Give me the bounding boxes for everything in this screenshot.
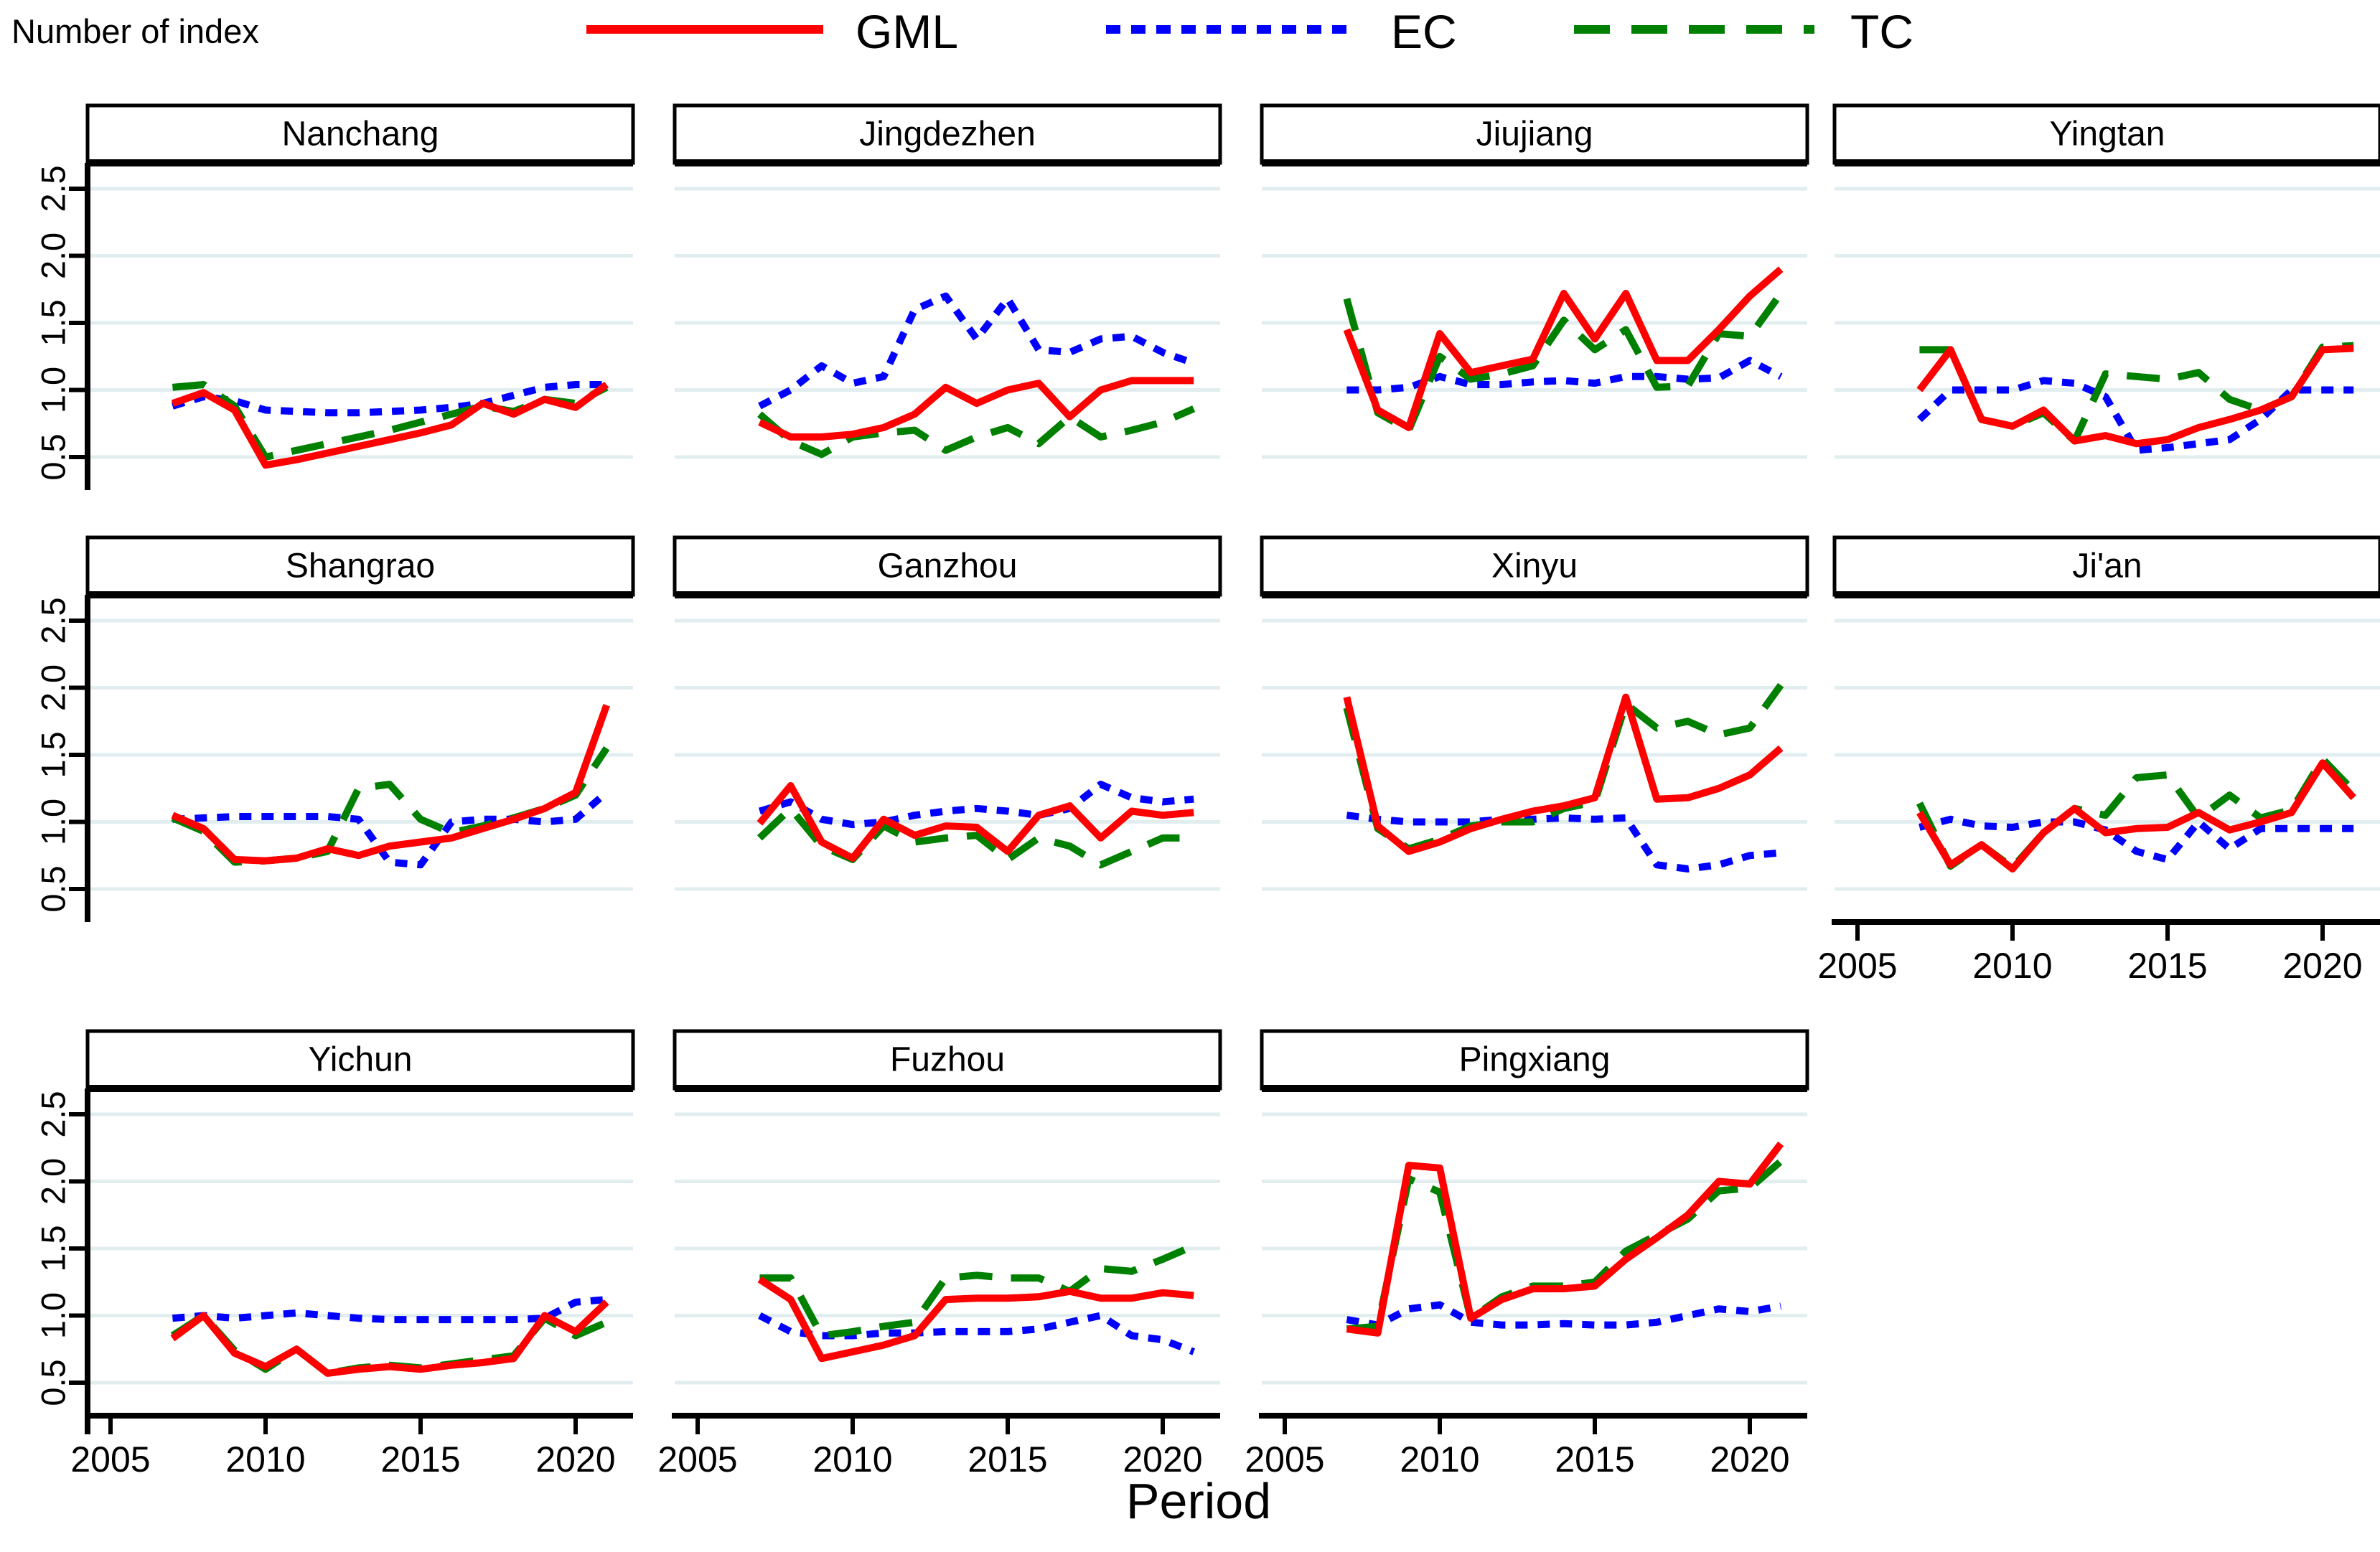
panel-fuzhou: 2005 2010 2015 2020 Fuzhou	[657, 1029, 1222, 1480]
legend-item-ec: EC	[1391, 5, 1457, 58]
x-tick-label: 2015	[968, 1439, 1047, 1480]
gml-line	[1346, 1142, 1784, 1337]
x-tick-label: 2020	[535, 1439, 615, 1480]
x-tick-label: 2015	[2127, 946, 2207, 986]
x-tick-label: 2020	[1123, 1439, 1202, 1480]
panel-shangrao: 0.5 1.0 1.5 2.0 2.5 Shangrao	[34, 535, 635, 922]
ec-line	[758, 1312, 1196, 1355]
legend-tc-line-icon	[1574, 25, 1814, 34]
y-tick-label: 1.0	[34, 1292, 72, 1339]
y-tick-label: 0.5	[34, 1359, 72, 1406]
panel-title: Shangrao	[286, 547, 435, 585]
ec-line	[1346, 1301, 1782, 1329]
panel-title-box	[1832, 535, 2380, 597]
panel-nanchang: 0.5 1.0 1.5 2.0 2.5 Nanchang	[34, 103, 635, 490]
gml-line	[170, 1299, 609, 1377]
y-tick-label: 1.0	[34, 367, 72, 413]
panel-title-box	[1260, 103, 1809, 165]
y-tick-label: 2.0	[34, 232, 72, 279]
panel-yingtan: Yingtan	[1832, 103, 2380, 459]
x-tick-label: 2015	[1555, 1439, 1634, 1480]
tc-line	[1343, 682, 1784, 852]
panel-title: Yichun	[309, 1041, 413, 1079]
x-tick-label: 2020	[2282, 946, 2362, 986]
gml-line	[1916, 344, 2354, 448]
y-axis-title: Number of index	[11, 12, 259, 50]
panel-title: Nanchang	[282, 116, 439, 154]
ec-line	[172, 789, 609, 869]
gml-line	[1343, 693, 1784, 855]
x-tick-label: 2005	[657, 1439, 737, 1480]
ec-line	[758, 781, 1194, 829]
panel-title: Fuzhou	[890, 1041, 1005, 1079]
legend-gml-line-icon	[586, 25, 823, 34]
gml-line	[1343, 266, 1784, 431]
y-tick-label: 2.5	[34, 1091, 72, 1137]
panel-title: Ganzhou	[878, 547, 1018, 585]
y-tick-label: 1.5	[34, 731, 72, 778]
panel-title: Jingdezhen	[859, 116, 1036, 154]
panel-title-box	[85, 1029, 635, 1091]
panel-title: Pingxiang	[1459, 1041, 1611, 1079]
panel-xinyu: Xinyu	[1260, 535, 1809, 891]
ec-line	[1346, 357, 1783, 394]
legend-item-gml: GML	[856, 5, 959, 58]
x-tick-label: 2010	[1972, 946, 2052, 986]
panel-jian: 2005 2010 2015 2020 Ji'an	[1817, 535, 2380, 986]
legend-item-tc: TC	[1850, 5, 1913, 58]
y-tick-label: 2.0	[34, 664, 72, 711]
gml-line	[171, 381, 609, 469]
x-tick-label: 2020	[1710, 1439, 1789, 1480]
gml-line	[171, 704, 610, 865]
x-axis-title: Period	[1125, 1473, 1272, 1529]
ec-line	[172, 1296, 607, 1324]
panel-jingdezhen: Jingdezhen	[673, 103, 1222, 459]
panel-title: Xinyu	[1491, 547, 1578, 585]
y-tick-label: 2.5	[34, 597, 72, 644]
x-tick-label: 2015	[380, 1439, 460, 1480]
panel-title-box	[1832, 103, 2380, 165]
panel-jiujiang: Jiujiang	[1260, 103, 1809, 459]
gml-line	[757, 1276, 1194, 1363]
ec-line	[758, 292, 1195, 410]
y-tick-label: 1.0	[34, 799, 72, 845]
gml-line	[1916, 759, 2356, 873]
y-tick-label: 2.5	[34, 165, 72, 212]
x-tick-label: 2005	[1245, 1439, 1324, 1480]
panel-title: Jiujiang	[1476, 116, 1593, 154]
gml-line	[756, 782, 1194, 862]
panel-title-box	[85, 535, 635, 597]
x-tick-label: 2010	[812, 1439, 892, 1480]
panel-title-box	[673, 535, 1222, 597]
x-tick-label: 2010	[1400, 1439, 1479, 1480]
panel-title: Yingtan	[2049, 116, 2165, 154]
panel-title-box	[85, 103, 635, 165]
panel-yichun: 0.5 1.0 1.5 2.0 2.5 2005 2010 2015 2020 Yichun	[34, 1029, 635, 1480]
ec-line	[1918, 815, 2354, 863]
legend-ec-line-icon	[1106, 25, 1346, 34]
x-tick-label: 2005	[1817, 946, 1897, 986]
y-tick-label: 2.0	[34, 1158, 72, 1205]
panel-title-box	[673, 1029, 1222, 1091]
tc-line	[757, 405, 1196, 458]
y-tick-label: 0.5	[34, 865, 72, 912]
x-tick-label: 2010	[225, 1439, 305, 1480]
panel-title-box	[1260, 1029, 1809, 1091]
panel-ganzhou: Ganzhou	[673, 535, 1222, 891]
panel-pingxiang: 2005 2010 2015 2020 Pingxiang	[1245, 1029, 1809, 1480]
y-tick-label: 1.5	[34, 1225, 72, 1271]
tc-line	[756, 804, 1194, 869]
tc-line	[759, 1242, 1196, 1340]
x-tick-label: 2005	[70, 1439, 150, 1480]
ec-line	[171, 381, 607, 417]
ec-line	[1346, 812, 1781, 873]
y-tick-label: 0.5	[34, 433, 72, 480]
panel-title-box	[673, 103, 1222, 165]
y-tick-label: 1.5	[34, 299, 72, 346]
panel-title: Ji'an	[2072, 547, 2142, 585]
gml-line	[758, 377, 1194, 441]
